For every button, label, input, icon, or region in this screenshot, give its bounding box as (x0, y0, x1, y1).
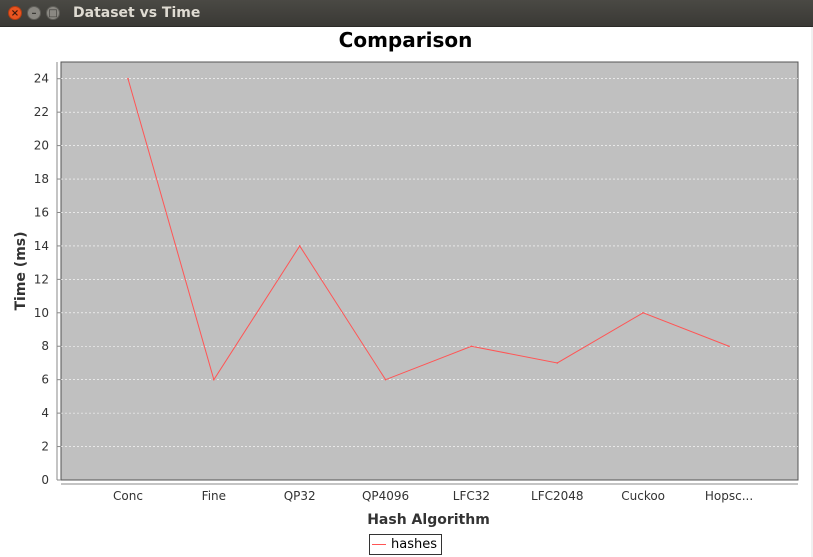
chart-legend: hashes (369, 534, 442, 555)
data-point (298, 245, 301, 247)
data-point (470, 345, 473, 348)
x-tick-label: LFC2048 (531, 489, 584, 503)
data-point (127, 77, 129, 80)
y-axis-title: Time (ms) (13, 231, 29, 310)
x-tick-label: Cuckoo (621, 489, 665, 503)
plot-area (60, 61, 799, 481)
x-tick-label: QP32 (284, 489, 316, 503)
legend-label: hashes (391, 537, 437, 552)
minimize-window-button[interactable]: – (27, 6, 41, 20)
data-point (556, 362, 559, 364)
data-point (728, 345, 730, 348)
y-tick-label: 16 (34, 205, 49, 219)
y-tick-label: 18 (34, 172, 49, 186)
data-point (213, 378, 215, 381)
x-tick-label: LFC32 (453, 489, 490, 503)
window-edge (811, 27, 813, 557)
x-tick-label: QP4096 (362, 489, 409, 503)
y-tick-label: 22 (34, 105, 49, 119)
y-tick-label: 2 (41, 440, 49, 454)
x-axis-title: Hash Algorithm (367, 512, 490, 528)
data-point (642, 312, 644, 314)
y-tick-label: 24 (34, 72, 49, 86)
maximize-window-button[interactable]: □ (46, 6, 60, 20)
chart-title: Comparison (338, 28, 473, 52)
window-title: Dataset vs Time (73, 5, 201, 21)
window-titlebar: × – □ Dataset vs Time (0, 0, 813, 27)
y-tick-label: 20 (34, 139, 49, 153)
x-tick-label: Hopsc... (705, 489, 753, 503)
data-point (384, 378, 387, 381)
y-tick-label: 10 (34, 306, 49, 320)
legend-swatch (372, 544, 386, 545)
series-line-hashes (127, 78, 730, 381)
y-tick-label: 14 (34, 239, 49, 253)
y-tick-label: 4 (41, 406, 49, 420)
x-tick-label: Fine (202, 489, 226, 503)
close-window-button[interactable]: × (8, 6, 22, 20)
y-tick-label: 8 (41, 339, 49, 353)
y-tick-label: 12 (34, 272, 49, 286)
y-tick-label: 6 (41, 373, 49, 387)
y-tick-label: 0 (41, 473, 49, 487)
x-tick-label: Conc (113, 489, 143, 503)
